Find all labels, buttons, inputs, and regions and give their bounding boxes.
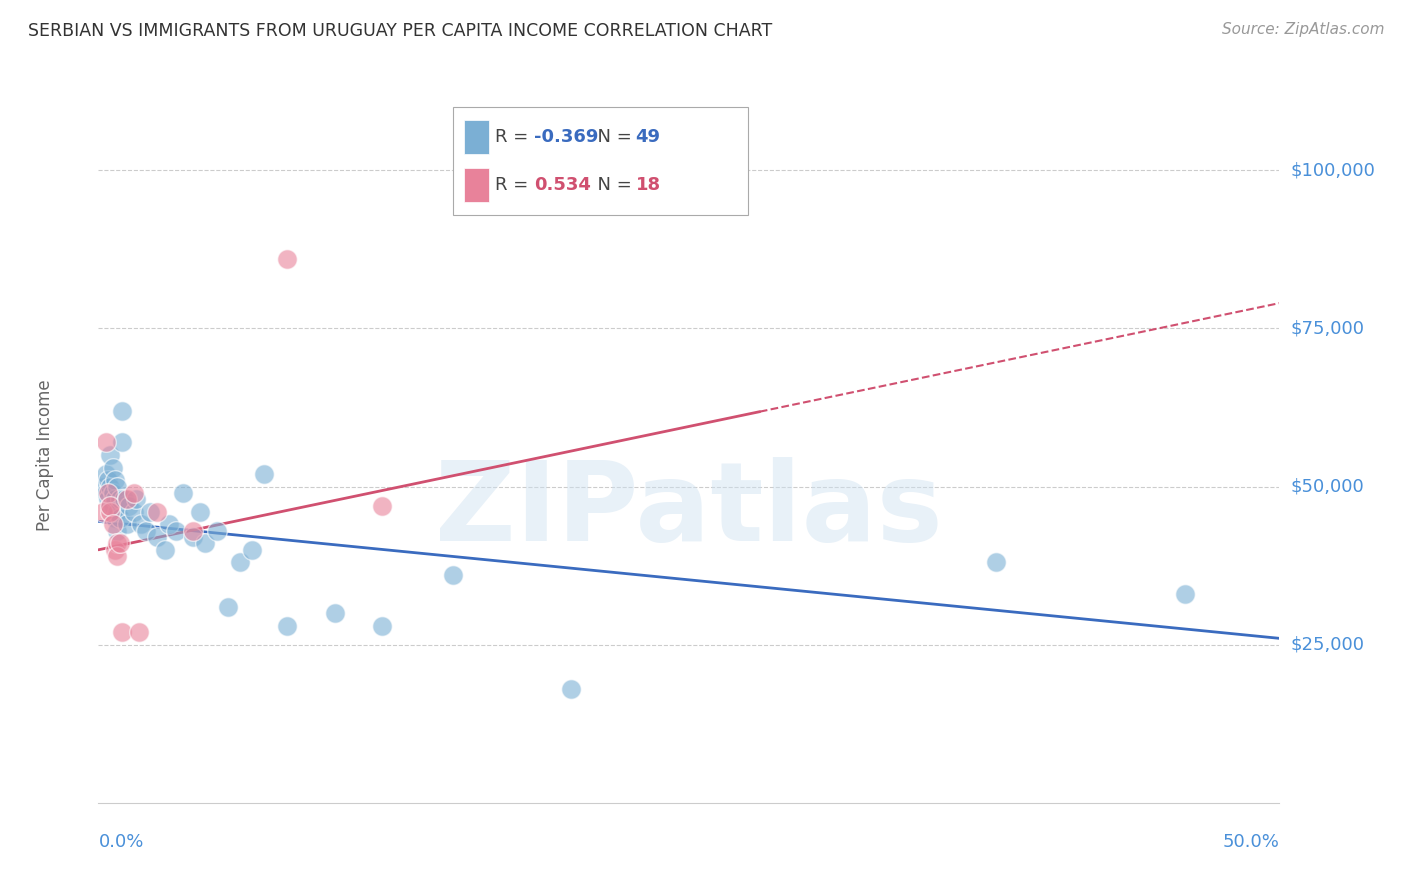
Point [122, 505, 145, 519]
Point [181, 530, 204, 544]
Point [441, 568, 464, 582]
Point [101, 517, 124, 532]
Point [323, 606, 346, 620]
Point [165, 524, 187, 538]
Point [98, 479, 121, 493]
Text: Per Capita Income: Per Capita Income [37, 379, 55, 531]
Point [135, 524, 157, 538]
Point [101, 486, 124, 500]
Point [188, 505, 211, 519]
Point [98, 505, 121, 519]
Text: R =: R = [495, 176, 540, 194]
Text: 0.0%: 0.0% [98, 833, 143, 851]
Text: -0.369: -0.369 [534, 128, 599, 146]
Point [97, 486, 120, 500]
Text: N =: N = [586, 176, 638, 194]
Text: $100,000: $100,000 [1291, 161, 1375, 179]
Text: ZIPatlas: ZIPatlas [434, 457, 943, 564]
Point [98, 499, 121, 513]
Point [560, 681, 582, 696]
Text: 50.0%: 50.0% [1223, 833, 1279, 851]
Point [371, 499, 394, 513]
Point [94, 467, 117, 481]
Point [181, 524, 204, 538]
Point [205, 524, 228, 538]
Point [98, 448, 121, 462]
Point [172, 486, 194, 500]
Text: $50,000: $50,000 [1291, 477, 1364, 496]
Point [108, 492, 131, 507]
Text: R =: R = [495, 128, 534, 146]
Point [104, 542, 127, 557]
Point [128, 625, 150, 640]
Point [111, 625, 134, 640]
Point [157, 517, 180, 532]
Point [94, 435, 117, 450]
Point [97, 473, 120, 487]
Point [112, 492, 135, 507]
Point [217, 599, 239, 614]
Point [194, 536, 217, 550]
Text: $25,000: $25,000 [1291, 636, 1365, 654]
Point [101, 460, 124, 475]
Point [111, 435, 134, 450]
Point [371, 618, 394, 632]
Point [118, 499, 141, 513]
Point [146, 505, 169, 519]
Text: SERBIAN VS IMMIGRANTS FROM URUGUAY PER CAPITA INCOME CORRELATION CHART: SERBIAN VS IMMIGRANTS FROM URUGUAY PER C… [28, 22, 772, 40]
Point [105, 479, 128, 493]
Point [104, 511, 127, 525]
Legend: Serbians, Immigrants from Uruguay: Serbians, Immigrants from Uruguay [477, 887, 901, 892]
Point [125, 492, 148, 507]
Point [122, 486, 145, 500]
Point [105, 549, 128, 563]
Point [129, 517, 152, 532]
Point [276, 618, 298, 632]
Point [101, 499, 124, 513]
Text: 18: 18 [636, 176, 661, 194]
Text: 49: 49 [636, 128, 661, 146]
Point [276, 252, 298, 266]
Point [98, 499, 121, 513]
Text: N =: N = [586, 128, 638, 146]
Point [91, 479, 114, 493]
Point [115, 517, 138, 532]
Point [253, 467, 276, 481]
Text: Source: ZipAtlas.com: Source: ZipAtlas.com [1222, 22, 1385, 37]
Point [91, 505, 114, 519]
Point [240, 542, 263, 557]
Text: 0.534: 0.534 [534, 176, 591, 194]
Point [105, 505, 128, 519]
Point [111, 403, 134, 417]
Point [153, 542, 176, 557]
Point [97, 492, 120, 507]
Point [146, 530, 169, 544]
Point [104, 473, 127, 487]
Point [105, 536, 128, 550]
Point [105, 524, 128, 538]
Point [94, 486, 117, 500]
Point [115, 492, 138, 507]
Text: $75,000: $75,000 [1291, 319, 1365, 337]
Point [104, 492, 127, 507]
Point [1174, 587, 1197, 601]
Point [108, 536, 131, 550]
Point [984, 556, 1007, 570]
Point [108, 511, 131, 525]
Point [229, 556, 252, 570]
Point [139, 505, 162, 519]
